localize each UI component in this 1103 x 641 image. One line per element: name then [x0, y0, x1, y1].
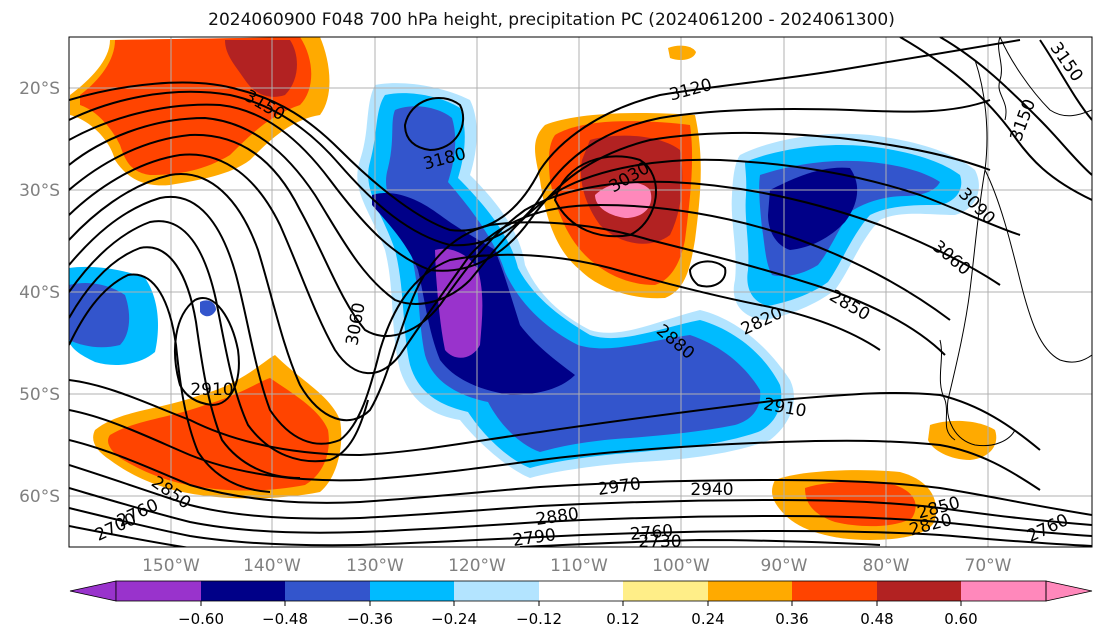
colorbar-swatch: [961, 581, 1046, 601]
colorbar-swatch: [370, 581, 454, 601]
lon-label: 140°W: [243, 556, 301, 576]
shade-negative-small-west: [200, 300, 216, 317]
shade-positive-small-ne: [668, 45, 696, 60]
lat-axis-labels: 20°S 30°S 40°S 50°S 60°S: [19, 79, 60, 507]
lon-label: 110°W: [550, 556, 608, 576]
colorbar-tick-labels: −0.60 −0.48 −0.36 −0.24 −0.12 0.12 0.24 …: [178, 610, 978, 628]
colorbar-tick-label: −0.12: [516, 610, 562, 628]
shade-negative-east-dark: [768, 167, 858, 250]
lon-label: 70°W: [965, 556, 1012, 576]
colorbar-tick-label: 0.60: [944, 610, 977, 628]
colorbar-tick-label: 0.12: [606, 610, 639, 628]
shade-positive-nw-core: [225, 40, 297, 97]
shade-positive-center-peak: [595, 182, 652, 218]
shade-positive-patagonia: [928, 420, 997, 460]
colorbar-tick-label: 0.48: [860, 610, 893, 628]
colorbar-frame: [115, 580, 1047, 602]
shade-positive-sw-mid: [108, 378, 329, 491]
lat-label: 20°S: [19, 79, 60, 99]
height-contours: [69, 37, 1092, 547]
shade-negative-west-mid: [69, 283, 130, 348]
height-label: 3120: [667, 75, 714, 106]
lon-label: 120°W: [448, 556, 506, 576]
height-label: 3060: [928, 237, 974, 280]
shade-positive-se-mid: [805, 481, 916, 527]
lon-label: 100°W: [652, 556, 710, 576]
height-label: 2730: [638, 532, 681, 552]
colorbar-swatch: [285, 581, 370, 601]
colorbar-swatch: [201, 581, 285, 601]
lon-label: 130°W: [346, 556, 404, 576]
height-label: 3150: [1007, 97, 1041, 144]
shade-negative-center-peak: [435, 248, 483, 358]
plot-frame: [68, 36, 1093, 548]
height-label: 2760: [1024, 510, 1072, 546]
colorbar-tick-label: −0.60: [178, 610, 224, 628]
lon-label: 150°W: [142, 556, 200, 576]
colorbar-swatch: [792, 581, 877, 601]
colorbar: −0.60 −0.48 −0.36 −0.24 −0.12 0.12 0.24 …: [69, 580, 1093, 628]
lon-label: 80°W: [863, 556, 910, 576]
lat-label: 40°S: [19, 283, 60, 303]
colorbar-tick-label: −0.48: [262, 610, 308, 628]
lon-axis-labels: 150°W 140°W 130°W 120°W 110°W 100°W 90°W…: [142, 556, 1012, 576]
colorbar-swatch: [877, 581, 961, 601]
colorbar-swatch: [454, 581, 539, 601]
colorbar-tick-label: 0.36: [775, 610, 808, 628]
colorbar-ticks: [200, 601, 962, 606]
colorbar-high-extend: [1045, 580, 1093, 602]
colorbar-tick-label: 0.24: [691, 610, 724, 628]
colorbar-low-extend: [69, 580, 117, 602]
colorbar-swatch: [623, 581, 708, 601]
colorbar-swatch: [708, 581, 792, 601]
height-label: 3150: [1045, 39, 1086, 86]
colorbar-tick-label: −0.36: [347, 610, 393, 628]
colorbar-swatch: [539, 581, 623, 601]
height-label: 2940: [690, 480, 733, 500]
lat-label: 60°S: [19, 487, 60, 507]
lat-label: 30°S: [19, 181, 60, 201]
lon-label: 90°W: [761, 556, 808, 576]
colorbar-swatch: [116, 581, 201, 601]
height-label: 2910: [190, 380, 233, 400]
lat-label: 50°S: [19, 385, 60, 405]
map-title: 2024060900 F048 700 hPa height, precipit…: [208, 10, 895, 30]
height-label: 3060: [342, 301, 369, 347]
coastlines: [939, 37, 1092, 447]
height-label: 2760: [629, 521, 674, 545]
colorbar-tick-label: −0.24: [431, 610, 477, 628]
